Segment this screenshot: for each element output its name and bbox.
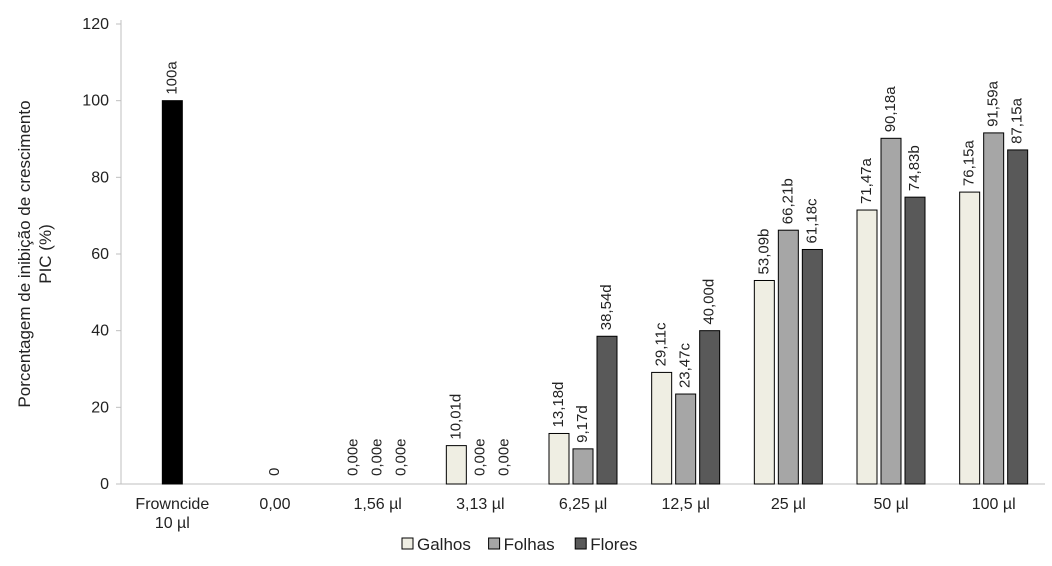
x-tick-label-line: 3,13 µl xyxy=(456,496,504,513)
data-label-galhos: 13,18d xyxy=(550,382,567,428)
x-tick-label: 50 µl xyxy=(873,496,908,513)
data-label-folhas: 0,00e xyxy=(471,438,488,476)
legend: Galhos Folhas Flores xyxy=(401,535,637,554)
data-label-galhos: 53,09b xyxy=(755,229,772,275)
y-axis-title: Porcentagem de inibição de crescimento PI… xyxy=(15,100,55,407)
x-tick-label: Frowncide 10 µl xyxy=(135,496,209,532)
x-tick-label: 1,56 µl xyxy=(353,496,401,513)
x-tick-label: 25 µl xyxy=(771,496,806,513)
data-label-flores: 87,15a xyxy=(1009,97,1026,144)
data-label-folhas: 23,47c xyxy=(677,342,694,388)
legend-label-folhas: Folhas xyxy=(504,535,555,554)
data-label-folhas: 66,21b xyxy=(779,178,796,224)
legend-label-flores: Flores xyxy=(590,535,637,554)
data-label-flores: 38,54d xyxy=(598,284,615,330)
bar-flores xyxy=(1007,149,1029,485)
data-label-flores: 74,83b xyxy=(906,145,923,191)
data-label-folhas: 0,00e xyxy=(369,438,386,476)
x-tick-label-line: 100 µl xyxy=(972,496,1016,513)
x-tick-label: 12,5 µl xyxy=(661,496,709,513)
x-tick-label-line: Frowncide xyxy=(135,496,209,513)
y-axis: 0 20 40 60 80 100 120 xyxy=(82,16,122,493)
data-label-folhas: 9,17d xyxy=(574,405,591,443)
data-label-folhas: 91,59a xyxy=(985,80,1002,127)
y-tick-label: 40 xyxy=(91,323,109,340)
bar-control xyxy=(161,100,183,485)
y-axis-title-text: Porcentagem de inibição de crescimento PI… xyxy=(15,100,55,407)
data-label-flores: 0,00e xyxy=(495,438,512,476)
data-label-galhos: 71,47a xyxy=(858,157,875,204)
x-tick-label-line: 6,25 µl xyxy=(559,496,607,513)
x-tick-label-line: 50 µl xyxy=(873,496,908,513)
x-tick-label: 0,00 xyxy=(259,496,290,513)
bar-galhos xyxy=(959,191,981,485)
data-label-galhos: 29,11c xyxy=(653,322,670,366)
legend-swatch-galhos xyxy=(401,537,414,550)
bar-folhas xyxy=(572,448,594,485)
data-label-control: 100a xyxy=(163,61,180,95)
data-label-galhos: 76,15a xyxy=(961,140,978,187)
x-tick-label-line: 0,00 xyxy=(259,496,290,513)
bar-folhas xyxy=(777,229,799,485)
y-tick-label: 80 xyxy=(91,169,109,186)
data-label-flores: 61,18c xyxy=(803,198,820,244)
x-tick-label-line: 10 µl xyxy=(155,515,190,532)
legend-swatch-folhas xyxy=(488,537,501,550)
bar-galhos xyxy=(856,209,878,485)
y-tick-label: 0 xyxy=(100,476,109,493)
x-tick-label: 100 µl xyxy=(972,496,1016,513)
x-tick-label-line: 25 µl xyxy=(771,496,806,513)
y-tick-label: 20 xyxy=(91,399,109,416)
bar-galhos xyxy=(753,279,775,485)
y-axis-title-line: PIC (%) xyxy=(36,224,55,284)
bar-flores xyxy=(801,248,823,485)
data-labels: 100a 0 0,00e 10,01d 13,18d 29,11c 53,09b 71,47a… xyxy=(163,61,1025,476)
y-axis-title-line: Porcentagem de inibição de crescimento xyxy=(15,100,34,407)
y-tick-label: 60 xyxy=(91,246,109,263)
x-tick-label: 6,25 µl xyxy=(559,496,607,513)
legend-swatch-flores xyxy=(574,537,587,550)
y-tick-label: 120 xyxy=(82,16,109,33)
bar-flores xyxy=(699,330,721,485)
data-label-galhos: 10,01d xyxy=(447,394,464,440)
bar-folhas xyxy=(675,393,697,485)
bar-galhos xyxy=(548,432,570,485)
bar-flores xyxy=(596,335,618,485)
x-tick-label-line: 1,56 µl xyxy=(353,496,401,513)
data-label-galhos: 0,00e xyxy=(345,438,362,476)
bar-galhos xyxy=(445,445,467,485)
bar-flores xyxy=(904,196,926,485)
legend-label-galhos: Galhos xyxy=(417,535,471,554)
data-label-zero: 0 xyxy=(266,468,283,476)
bar-folhas xyxy=(983,132,1005,485)
y-tick-label: 100 xyxy=(82,93,109,110)
x-tick-label-line: 12,5 µl xyxy=(661,496,709,513)
data-label-flores: 0,00e xyxy=(393,438,410,476)
bars xyxy=(161,100,1029,485)
data-label-flores: 40,00d xyxy=(701,279,718,325)
data-label-folhas: 90,18a xyxy=(882,86,899,133)
bar-galhos xyxy=(651,371,673,485)
x-axis: Frowncide 10 µl 0,00 1,56 µl 3,13 µl 6,25 µl 1… xyxy=(121,483,1045,532)
bar-folhas xyxy=(880,137,902,485)
x-tick-label: 3,13 µl xyxy=(456,496,504,513)
